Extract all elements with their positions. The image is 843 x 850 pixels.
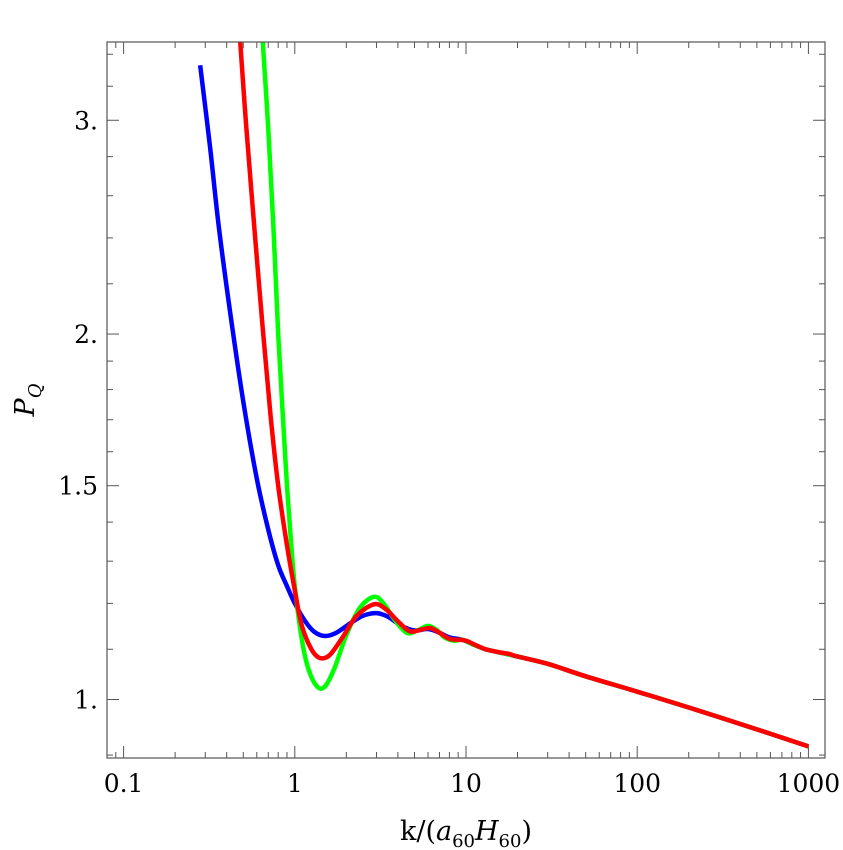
x-tick-label: 100 xyxy=(613,769,661,798)
x-axis-label-a: a xyxy=(436,816,452,847)
x-axis-label: k/(a60H60) xyxy=(400,816,532,850)
plot-frame xyxy=(106,41,826,759)
series-line-green xyxy=(260,41,810,749)
y-tick-label: 3. xyxy=(74,106,98,135)
y-tick-label: 2. xyxy=(74,320,98,349)
x-tick-label: 0.1 xyxy=(104,769,144,798)
x-axis-label-h: H xyxy=(474,816,499,847)
x-axis-label-a-sub: 60 xyxy=(452,831,475,850)
tick-marks xyxy=(106,42,825,758)
x-tick-label: 1 xyxy=(287,769,303,798)
y-tick-label: 1. xyxy=(74,686,98,715)
x-tick-label: 1000 xyxy=(777,769,841,798)
x-axis-label-prefix: k/( xyxy=(400,816,436,847)
y-axis-label: PQ xyxy=(10,383,46,417)
y-tick-label: 1.5 xyxy=(58,472,98,501)
series-group xyxy=(197,41,810,749)
tick-labels: 0.1 1 10 100 1000 1. 1.5 2. 3. xyxy=(58,106,840,798)
y-axis-label-sub: Q xyxy=(25,383,46,398)
x-axis-label-suffix: ) xyxy=(521,816,532,847)
series-line-blue xyxy=(197,64,810,749)
y-axis-label-main: P xyxy=(10,397,41,417)
x-tick-label: 10 xyxy=(450,769,482,798)
x-axis-label-h-sub: 60 xyxy=(499,831,522,850)
series-line-red xyxy=(237,41,810,749)
